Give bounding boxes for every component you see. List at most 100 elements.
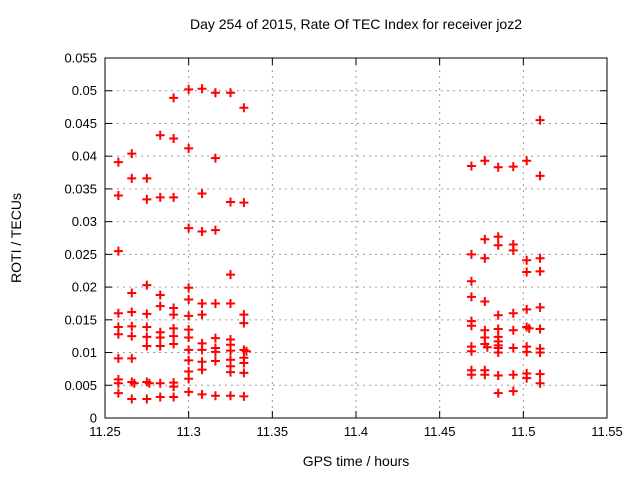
data-point-marker	[113, 308, 123, 318]
data-point-marker	[184, 387, 194, 397]
y-tick-label: 0.05	[72, 83, 97, 98]
data-point-marker	[466, 276, 476, 286]
data-point-marker	[184, 325, 194, 335]
data-point-marker	[493, 324, 503, 334]
data-point-marker	[524, 323, 534, 333]
data-point-marker	[197, 298, 207, 308]
data-point-marker	[197, 345, 207, 355]
data-point-marker	[155, 332, 165, 342]
data-point-marker	[480, 234, 490, 244]
data-point-marker	[466, 292, 476, 302]
data-point-marker	[127, 321, 137, 331]
data-point-marker	[155, 192, 165, 202]
data-point-marker	[184, 345, 194, 355]
data-point-marker	[210, 298, 220, 308]
data-point-marker	[210, 391, 220, 401]
data-point-marker	[508, 343, 518, 353]
data-point-marker	[127, 307, 137, 317]
data-point-marker	[508, 325, 518, 335]
y-tick-label: 0.04	[72, 149, 97, 164]
data-point-marker	[522, 156, 532, 166]
data-point-marker	[142, 322, 152, 332]
data-point-marker	[239, 391, 249, 401]
y-tick-label: 0.02	[72, 280, 97, 295]
data-point-marker	[169, 93, 179, 103]
x-tick-label: 11.3	[176, 424, 200, 439]
data-point-marker	[184, 374, 194, 384]
data-point-marker	[480, 370, 490, 380]
data-point-marker	[239, 103, 249, 113]
data-point-marker	[210, 356, 220, 366]
y-tick-label: 0.005	[64, 378, 97, 393]
data-point-marker	[184, 355, 194, 365]
data-point-marker	[480, 156, 490, 166]
y-tick-label: 0	[90, 411, 97, 426]
data-point-marker	[169, 323, 179, 333]
data-point-marker	[226, 298, 235, 308]
data-point-marker	[466, 161, 476, 171]
data-point-marker	[466, 249, 476, 259]
data-point-marker	[535, 369, 545, 379]
data-point-marker	[508, 386, 518, 396]
data-point-marker	[127, 149, 137, 159]
data-point-marker	[535, 348, 545, 358]
y-tick-label: 0.025	[64, 247, 97, 262]
data-point-marker	[535, 171, 545, 181]
data-point-marker	[239, 318, 249, 328]
x-tick-label: 11.35	[257, 424, 289, 439]
data-point-marker	[466, 370, 476, 380]
data-point-marker	[184, 332, 194, 342]
data-point-marker	[155, 378, 165, 388]
data-point-marker	[184, 295, 194, 305]
data-point-marker	[142, 394, 152, 404]
data-point-marker	[184, 311, 194, 321]
data-point-marker	[480, 253, 490, 263]
data-point-marker	[142, 280, 152, 290]
data-point-marker	[508, 308, 518, 318]
data-point-marker	[241, 346, 251, 356]
data-point-marker	[155, 130, 165, 140]
data-point-marker	[142, 194, 152, 204]
data-point-marker	[197, 310, 207, 320]
y-tick-label: 0.01	[72, 345, 97, 360]
data-point-marker	[210, 153, 220, 163]
y-tick-label: 0.045	[64, 116, 97, 131]
data-point-marker	[197, 188, 207, 198]
data-point-marker	[184, 283, 194, 293]
data-point-marker	[482, 342, 492, 352]
data-point-marker	[144, 378, 154, 388]
data-point-marker	[113, 329, 123, 339]
x-tick-label: 11.45	[424, 424, 456, 439]
data-point-marker	[522, 267, 532, 277]
data-point-marker	[155, 301, 165, 311]
tick-labels: 11.25 11.3 11.35 11.4 11.45 11.5 11.55 0 0.005 0.…	[64, 51, 622, 440]
data-point-marker	[127, 331, 137, 341]
data-point-marker	[535, 253, 545, 263]
data-point-marker	[197, 84, 207, 94]
data-point-marker	[226, 346, 235, 356]
data-point-marker	[493, 388, 503, 398]
data-point-marker	[535, 324, 545, 334]
data-point-marker	[184, 143, 194, 153]
data-point-marker	[239, 358, 249, 368]
data-point-marker	[493, 232, 503, 242]
y-tick-label: 0.055	[64, 51, 97, 66]
data-point-marker	[493, 370, 503, 380]
data-point-marker	[184, 223, 194, 233]
data-point-marker	[142, 173, 152, 183]
data-point-marker	[169, 392, 179, 402]
data-point-marker	[226, 270, 235, 280]
data-point-marker	[113, 190, 123, 200]
data-point-marker	[493, 348, 503, 358]
data-point-marker	[522, 347, 532, 357]
data-point-marker	[493, 162, 503, 172]
data-point-marker	[155, 392, 165, 402]
data-point-marker	[169, 331, 179, 341]
data-point-marker	[155, 290, 165, 300]
data-points	[113, 84, 545, 404]
data-point-marker	[113, 378, 123, 388]
data-point-marker	[508, 245, 518, 255]
data-point-marker	[169, 310, 179, 320]
y-tick-label: 0.035	[64, 181, 97, 196]
